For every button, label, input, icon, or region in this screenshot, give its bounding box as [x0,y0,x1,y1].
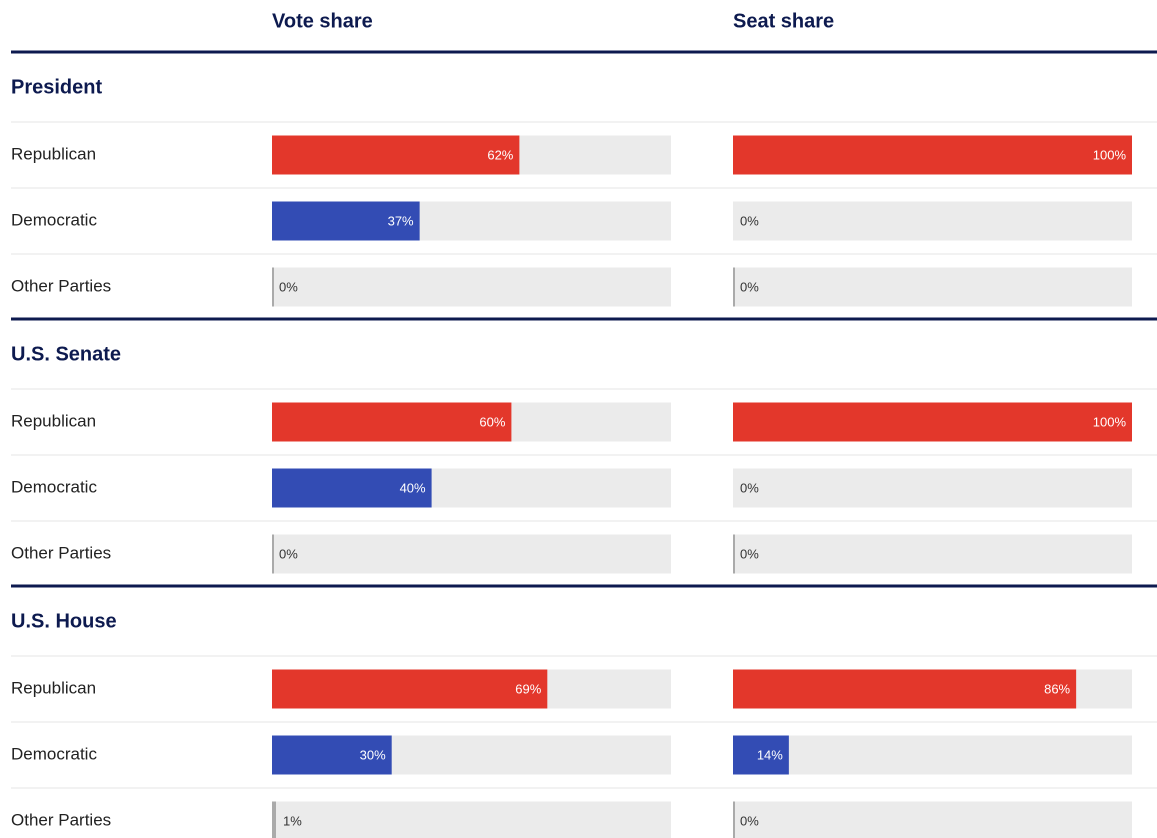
party-label: Other Parties [11,810,111,829]
bar [272,402,512,442]
bar [272,669,548,709]
party-label: Republican [11,411,96,430]
value-label: 40% [400,480,426,495]
bar [733,402,1132,442]
value-label: 0% [279,279,298,294]
value-label: 1% [283,813,302,828]
section-title: President [11,76,102,98]
bar-track [272,267,671,307]
value-label: 69% [515,681,541,696]
bar [272,735,392,775]
value-label: 37% [388,213,414,228]
value-label: 0% [740,279,759,294]
bar-edge [272,534,274,574]
bar-track [272,801,671,838]
value-label: 0% [740,213,759,228]
party-label: Democratic [11,477,97,496]
section-title: U.S. House [11,610,117,632]
party-label: Democratic [11,744,97,763]
party-label: Other Parties [11,543,111,562]
value-label: 62% [487,147,513,162]
bar [272,135,520,175]
value-label: 14% [757,747,783,762]
party-label: Republican [11,144,96,163]
value-label: 0% [740,480,759,495]
party-label: Republican [11,678,96,697]
bar [733,135,1132,175]
bar-track [733,267,1132,307]
bar [272,801,276,838]
party-label: Other Parties [11,276,111,295]
section-title: U.S. Senate [11,343,121,365]
value-label: 0% [740,546,759,561]
bar-track [733,735,1132,775]
bar-edge [733,801,735,838]
bar [272,201,420,241]
bar-edge [733,267,735,307]
bar [272,468,432,508]
value-label: 86% [1044,681,1070,696]
bar-track [733,201,1132,241]
bar-track [733,801,1132,838]
bar-track [272,534,671,574]
bar-track [733,534,1132,574]
section-rule [11,50,1157,54]
bar [733,669,1077,709]
value-label: 60% [479,414,505,429]
section-rule [11,584,1157,588]
party-label: Democratic [11,210,97,229]
value-label: 30% [360,747,386,762]
bar-track [733,468,1132,508]
value-label: 0% [279,546,298,561]
bar-edge [272,267,274,307]
section-rule [11,317,1157,321]
bar [733,735,789,775]
value-label: 100% [1093,147,1127,162]
value-label: 0% [740,813,759,828]
bar-edge [733,534,735,574]
value-label: 100% [1093,414,1127,429]
column-title: Vote share [272,10,373,32]
column-title: Seat share [733,10,834,32]
